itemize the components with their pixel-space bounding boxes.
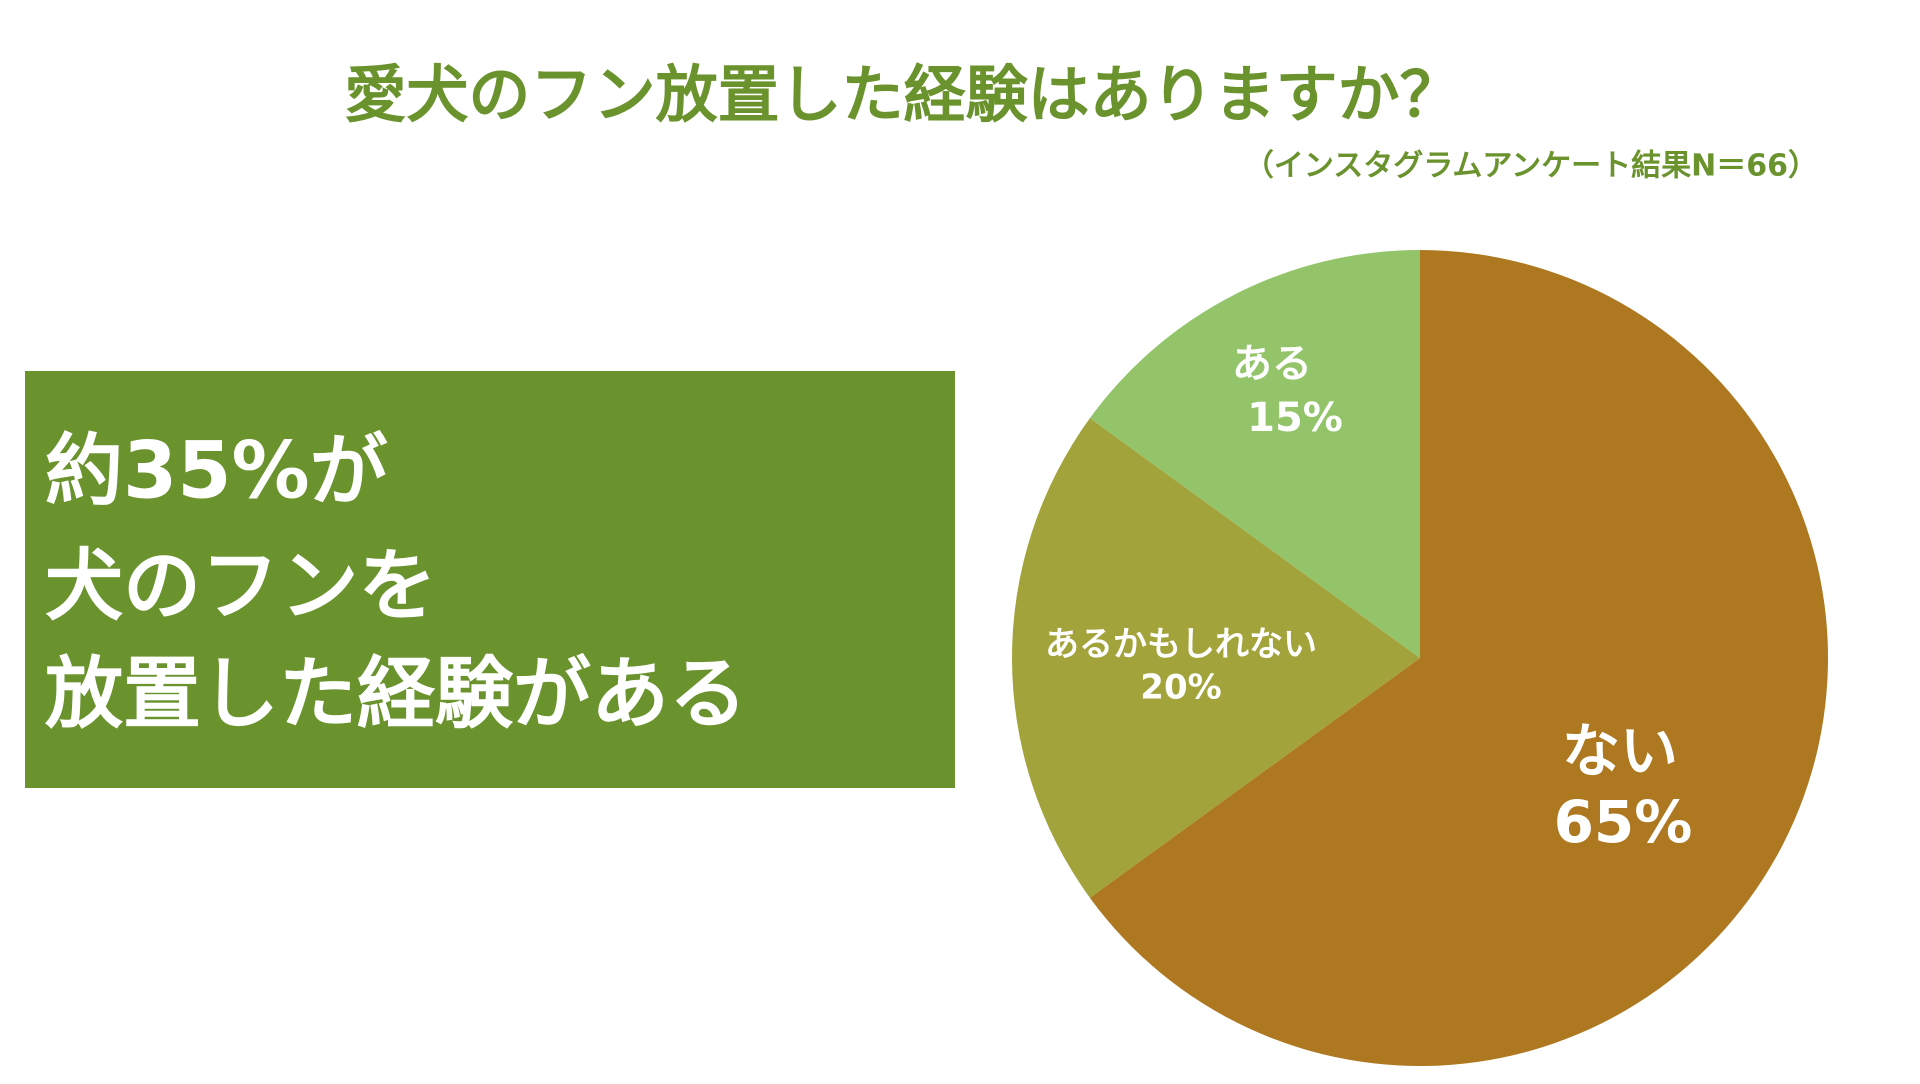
callout-line: 放置した経験がある <box>45 649 747 739</box>
slice-label: ある <box>1232 341 1312 387</box>
slice-value: 65% <box>1554 788 1693 856</box>
pie-slice <box>1012 418 1420 898</box>
callout-line: 約35%が <box>45 426 388 516</box>
slice-value: 15% <box>1247 395 1343 441</box>
chart-title: 愛犬のフン放置した経験はありますか？ <box>344 58 1461 131</box>
slice-label: あるかもしれない <box>1045 625 1317 665</box>
chart-subtitle: （インスタグラムアンケート結果N＝66） <box>1244 149 1818 184</box>
slice-label: ない <box>1562 717 1678 785</box>
pie-slice <box>1089 250 1828 1066</box>
callout-line: 犬のフンを <box>45 541 437 631</box>
callout-box <box>25 371 955 788</box>
slice-value: 20% <box>1140 668 1221 708</box>
pie-slice <box>1089 249 1420 658</box>
